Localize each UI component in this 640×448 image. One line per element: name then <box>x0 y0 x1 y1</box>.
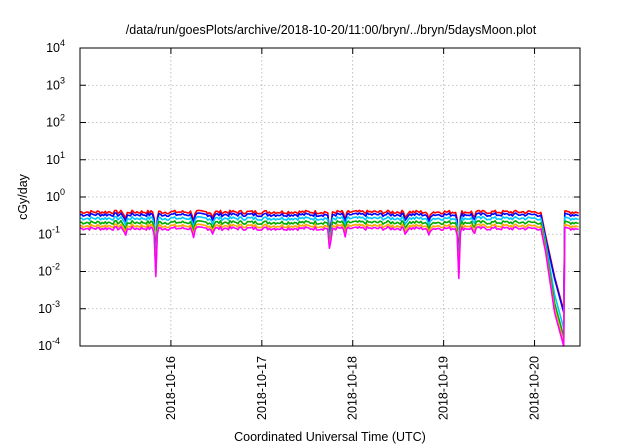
y-tick-label: 102 <box>46 113 65 130</box>
y-tick-exponent: 0 <box>60 187 65 197</box>
grid-lines <box>80 48 580 346</box>
y-tick-label: 104 <box>46 38 65 55</box>
x-axis-label: Coordinated Universal Time (UTC) <box>234 430 426 444</box>
y-tick-exponent: 3 <box>60 75 65 85</box>
y-tick-exponent: 2 <box>60 113 65 123</box>
y-axis-label: cGy/day <box>16 173 30 220</box>
series-line <box>79 225 579 347</box>
chart-title: /data/run/goesPlots/archive/2018-10-20/1… <box>126 23 537 37</box>
y-tick-exponent: -2 <box>52 262 60 272</box>
series-line <box>79 212 579 314</box>
y-tick-label: 103 <box>46 75 65 92</box>
y-tick-exponent: 4 <box>60 38 65 48</box>
series-line <box>79 223 579 344</box>
series-line <box>79 219 579 338</box>
y-tick-exponent: -3 <box>52 299 60 309</box>
y-tick-exponent: -4 <box>52 336 60 346</box>
x-axis-ticks: 2018-10-16 2018-10-17 2018-10-18 2018-10-19… <box>164 48 542 420</box>
x-tick-label: 2018-10-18 <box>346 356 360 420</box>
y-tick-label: 101 <box>46 150 65 167</box>
y-tick-label: 10-3 <box>38 299 60 316</box>
y-tick-exponent: 1 <box>60 150 65 160</box>
x-tick-label: 2018-10-17 <box>255 356 269 420</box>
y-tick-exponent: -1 <box>52 224 60 234</box>
y-tick-label: 10-4 <box>38 336 60 353</box>
y-tick-label: 10-1 <box>38 224 60 241</box>
series-line <box>79 209 579 312</box>
series-lines <box>79 209 579 347</box>
x-tick-label: 2018-10-20 <box>528 356 542 420</box>
x-tick-label: 2018-10-16 <box>164 356 178 420</box>
y-tick-label: 10-2 <box>38 262 60 279</box>
series-line <box>79 215 579 329</box>
x-tick-label: 2018-10-19 <box>437 356 451 420</box>
y-tick-label: 100 <box>46 187 65 204</box>
